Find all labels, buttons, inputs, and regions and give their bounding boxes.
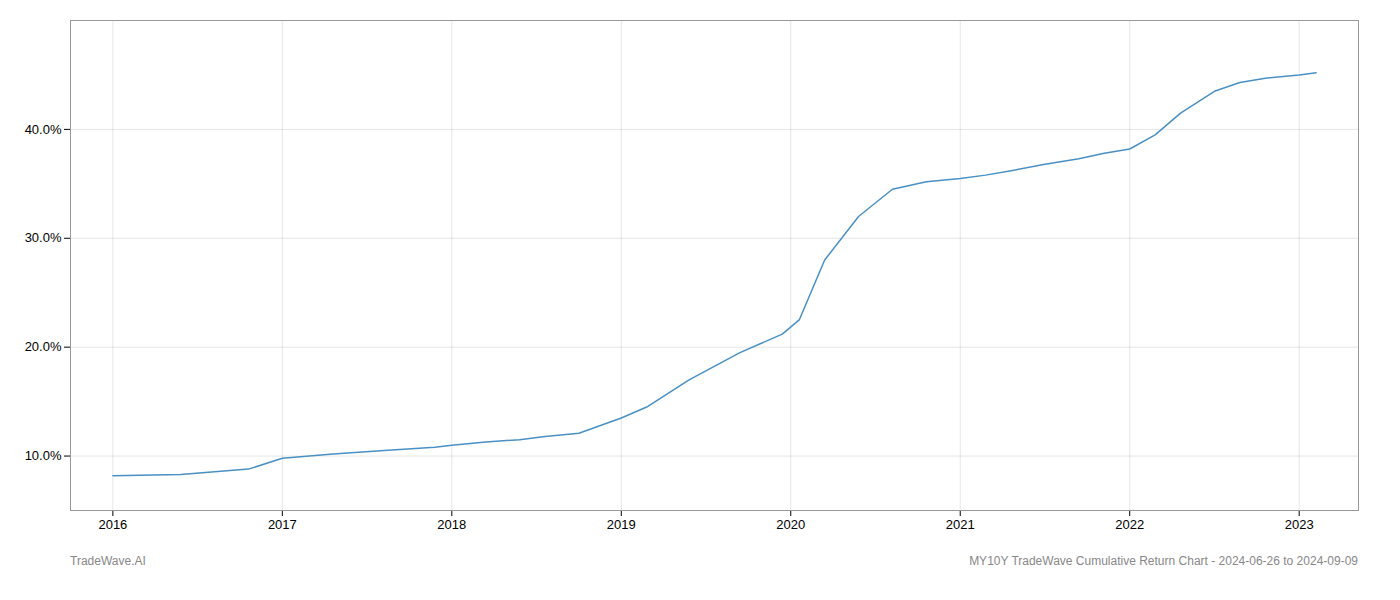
svg-text:20.0%: 20.0%: [25, 339, 62, 354]
svg-text:2022: 2022: [1115, 517, 1144, 532]
svg-text:2023: 2023: [1285, 517, 1314, 532]
svg-text:2016: 2016: [98, 517, 127, 532]
svg-text:2019: 2019: [607, 517, 636, 532]
svg-text:40.0%: 40.0%: [25, 122, 62, 137]
svg-text:2017: 2017: [268, 517, 297, 532]
html-text:TradeWave.AI: TradeWave.AI: [70, 554, 146, 568]
svg-text:2020: 2020: [776, 517, 805, 532]
svg-text:2021: 2021: [946, 517, 975, 532]
svg-text:10.0%: 10.0%: [25, 448, 62, 463]
svg-text:30.0%: 30.0%: [25, 230, 62, 245]
html-text:MY10Y TradeWave Cumulative Ret: MY10Y TradeWave Cumulative Return Chart …: [969, 554, 1358, 568]
svg-text:2018: 2018: [437, 517, 466, 532]
